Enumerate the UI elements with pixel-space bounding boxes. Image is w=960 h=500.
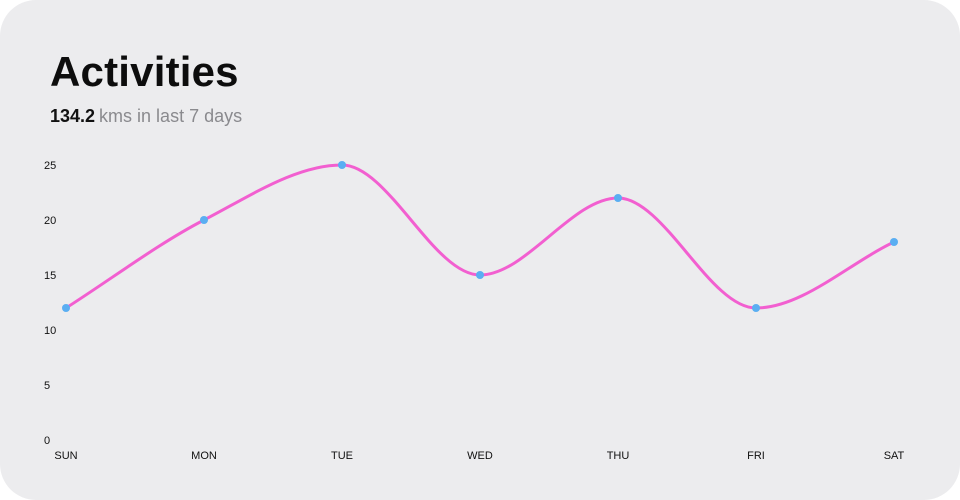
x-tick-label-fri: FRI — [747, 450, 765, 462]
data-point-sun[interactable] — [62, 304, 70, 312]
x-tick-label-wed: WED — [467, 450, 493, 462]
x-tick-label-sun: SUN — [54, 450, 77, 462]
data-point-wed[interactable] — [476, 271, 484, 279]
total-distance-value: 134.2 — [50, 106, 96, 126]
x-tick-label-tue: TUE — [331, 450, 353, 462]
y-tick-label-25: 25 — [44, 160, 56, 172]
y-tick-label-10: 10 — [44, 325, 56, 337]
y-tick-label-0: 0 — [44, 435, 50, 447]
chart-title: Activities — [50, 48, 239, 95]
data-point-thu[interactable] — [614, 194, 622, 202]
total-distance-text: kms in last 7 days — [99, 106, 243, 126]
x-tick-label-thu: THU — [607, 450, 630, 462]
chart-subtitle: 134.2 kms in last 7 days — [50, 104, 242, 128]
y-tick-label-5: 5 — [44, 380, 50, 392]
x-axis: SUN MON TUE WED THU FRI SAT — [54, 450, 904, 462]
data-point-mon[interactable] — [200, 216, 208, 224]
y-tick-label-15: 15 — [44, 270, 56, 282]
y-tick-label-20: 20 — [44, 215, 56, 227]
series-line-kms — [64, 163, 896, 310]
data-point-fri[interactable] — [752, 304, 760, 312]
x-tick-label-sat: SAT — [884, 450, 905, 462]
data-point-tue[interactable] — [338, 161, 346, 169]
y-axis: 0 5 10 15 20 25 — [44, 160, 56, 447]
x-tick-label-mon: MON — [191, 450, 217, 462]
data-point-sat[interactable] — [890, 238, 898, 246]
data-points — [62, 161, 898, 312]
